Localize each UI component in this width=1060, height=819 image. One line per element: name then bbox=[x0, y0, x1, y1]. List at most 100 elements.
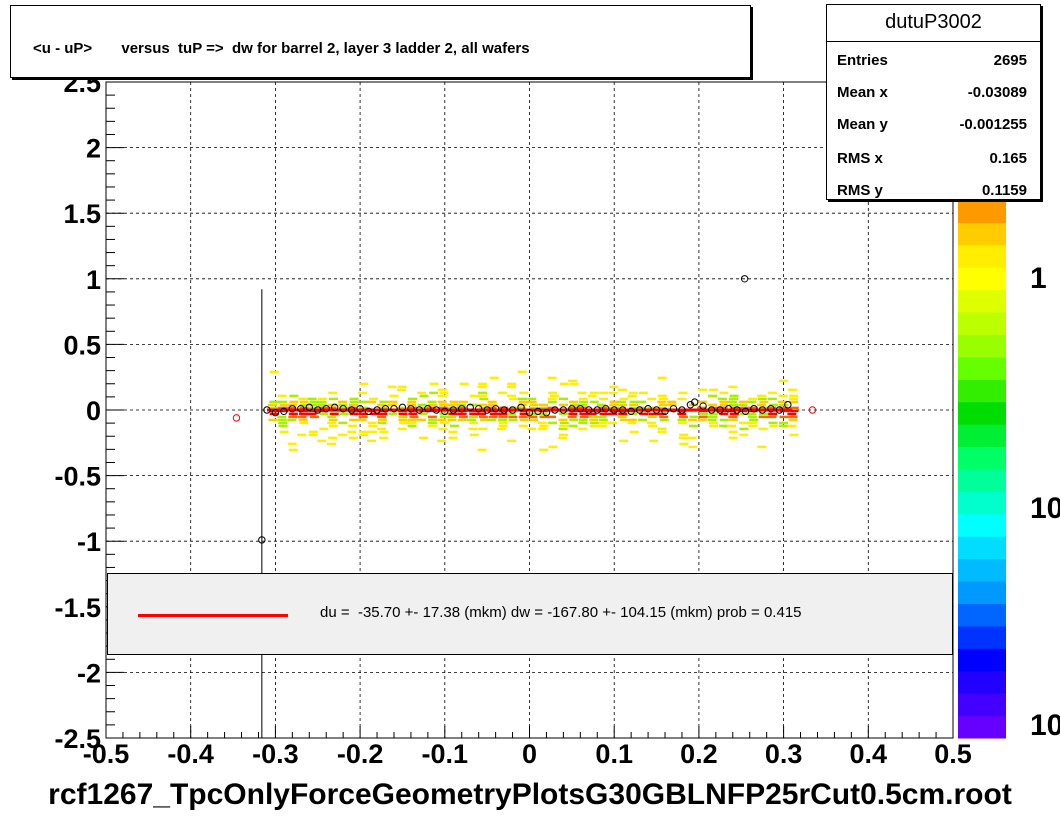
heatmap-cell bbox=[599, 391, 609, 395]
heatmap-cell bbox=[519, 391, 529, 395]
stats-box: dutuP3002 Entries 2695 Mean x -0.03089 M… bbox=[826, 4, 1041, 200]
heatmap-cell bbox=[618, 403, 628, 407]
outlier-point bbox=[232, 414, 241, 422]
heatmap-cell bbox=[317, 403, 327, 407]
heatmap-cell bbox=[768, 421, 778, 425]
heatmap-cell bbox=[456, 403, 466, 407]
heatmap-cell bbox=[507, 382, 517, 386]
heatmap-cell bbox=[609, 406, 619, 410]
heatmap-cell bbox=[698, 388, 708, 392]
heatmap-cell bbox=[388, 412, 398, 416]
heatmap-cell bbox=[657, 412, 667, 416]
heatmap-cell bbox=[287, 442, 297, 446]
heatmap-cell bbox=[729, 403, 739, 407]
heatmap-cell bbox=[789, 406, 799, 410]
heatmap-cell bbox=[638, 391, 648, 395]
profile-point bbox=[322, 404, 330, 413]
heatmap-cell bbox=[558, 418, 568, 422]
heatmap-cell bbox=[667, 403, 677, 407]
heatmap-cell bbox=[619, 439, 629, 443]
heatmap-cell bbox=[428, 418, 438, 422]
fit-legend-text: du = -35.70 +- 17.38 (mkm) dw = -167.80 … bbox=[320, 604, 802, 621]
colorbar-swatch bbox=[958, 625, 1006, 649]
colorbar-swatch bbox=[958, 513, 1006, 537]
heatmap-cell bbox=[549, 394, 559, 398]
heatmap-cell bbox=[487, 418, 497, 422]
heatmap-cell bbox=[429, 382, 439, 386]
heatmap-cell bbox=[579, 415, 589, 419]
heatmap-cell bbox=[617, 415, 627, 419]
profile-point bbox=[775, 406, 784, 414]
heatmap-cell bbox=[528, 415, 538, 419]
profile-point bbox=[534, 407, 542, 416]
heatmap-cell bbox=[328, 391, 338, 395]
heatmap-cell bbox=[518, 415, 528, 419]
heatmap-cell bbox=[569, 418, 579, 422]
heatmap-cell bbox=[477, 385, 487, 389]
profile-point bbox=[593, 406, 601, 414]
colorbar-swatch bbox=[958, 200, 1006, 223]
heatmap-cell bbox=[268, 418, 278, 422]
heatmap-cell bbox=[708, 394, 718, 398]
heatmap-cell bbox=[337, 433, 347, 437]
heatmap-cell bbox=[608, 391, 618, 395]
heatmap-cell bbox=[367, 421, 377, 425]
heatmap-cell bbox=[328, 418, 338, 422]
heatmap-cell bbox=[509, 406, 519, 410]
stats-label: Entries bbox=[837, 52, 888, 69]
heatmap-cell bbox=[327, 415, 337, 419]
heatmap-cell bbox=[548, 445, 558, 449]
heatmap-cell bbox=[688, 445, 698, 449]
heatmap-cell bbox=[598, 421, 608, 425]
heatmap-cell bbox=[309, 400, 319, 404]
profile-point bbox=[644, 404, 652, 413]
profile-point bbox=[305, 403, 313, 412]
heatmap-cell bbox=[667, 400, 677, 404]
heatmap-cell bbox=[757, 445, 767, 449]
heatmap-cell bbox=[789, 394, 799, 398]
heatmap-cell bbox=[279, 430, 289, 434]
heatmap-cell bbox=[548, 391, 558, 395]
heatmap-cell bbox=[358, 415, 368, 419]
heatmap-cell bbox=[577, 391, 587, 395]
heatmap-cell bbox=[677, 412, 687, 416]
heatmap-cell bbox=[419, 406, 429, 410]
colorbar-swatch bbox=[958, 581, 1006, 604]
heatmap-cell bbox=[639, 412, 649, 416]
heatmap-cell bbox=[789, 433, 799, 437]
heatmap-cell bbox=[718, 406, 728, 410]
heatmap-cell bbox=[369, 412, 379, 416]
heatmap-cell bbox=[349, 400, 359, 404]
heatmap-cell bbox=[587, 412, 597, 416]
profile-point bbox=[618, 406, 627, 414]
profile-point bbox=[767, 404, 775, 413]
heatmap-cell bbox=[367, 430, 377, 434]
heatmap-cell bbox=[439, 391, 449, 395]
heatmap-cell bbox=[658, 397, 668, 401]
heatmap-cell bbox=[297, 415, 307, 419]
heatmap-cell bbox=[789, 409, 799, 413]
heatmap-cell bbox=[326, 442, 336, 446]
heatmap-cell bbox=[539, 424, 549, 428]
y-tick-label: -1.5 bbox=[54, 593, 101, 623]
heatmap-cell bbox=[539, 415, 549, 419]
heatmap-cell bbox=[447, 415, 457, 419]
profile-point bbox=[271, 408, 280, 417]
heatmap-cell bbox=[727, 400, 737, 404]
heatmap-cell bbox=[748, 406, 758, 410]
y-tick-label: 0.5 bbox=[63, 330, 101, 360]
outlier-point bbox=[258, 536, 266, 544]
profile-point bbox=[415, 406, 424, 414]
heatmap-cell bbox=[468, 427, 478, 431]
heatmap-cell bbox=[317, 439, 327, 443]
heatmap-cell bbox=[447, 418, 457, 422]
heatmap-cell bbox=[609, 400, 619, 404]
heatmap-cell bbox=[589, 391, 599, 395]
colorbar-swatch bbox=[958, 715, 1006, 739]
heatmap-cell bbox=[408, 406, 418, 410]
heatmap-cell bbox=[589, 421, 599, 425]
heatmap-cell bbox=[498, 418, 508, 422]
heatmap-cell bbox=[659, 415, 669, 419]
heatmap-cell bbox=[779, 415, 789, 419]
heatmap-cell bbox=[379, 400, 389, 404]
